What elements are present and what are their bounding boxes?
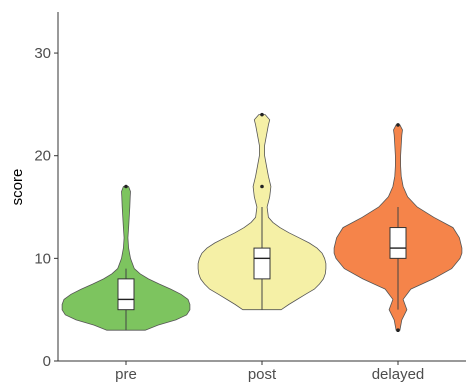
outlier-layer <box>124 112 400 333</box>
outlier-point <box>260 184 264 189</box>
y-axis-label: score <box>9 169 26 206</box>
x-tick-label-post: post <box>248 366 277 382</box>
y-tick-label: 10 <box>34 250 51 267</box>
y-ticks: 0 10 20 30 <box>34 45 58 370</box>
outlier-point <box>396 328 400 333</box>
x-ticks: pre post delayed <box>115 361 424 382</box>
x-tick-label-delayed: delayed <box>372 366 425 382</box>
y-tick-label: 20 <box>34 148 51 165</box>
box-delayed <box>389 227 407 259</box>
box-post <box>253 247 271 280</box>
outlier-point <box>396 123 400 127</box>
outlier-point <box>260 112 264 117</box>
violin-pre <box>61 186 191 331</box>
x-tick-label-pre: pre <box>115 366 137 382</box>
boxplot-layer <box>117 207 407 331</box>
outlier-point <box>124 184 128 189</box>
box-pre <box>117 278 135 311</box>
y-tick-label: 30 <box>34 45 51 62</box>
y-tick-label: 0 <box>43 353 51 370</box>
